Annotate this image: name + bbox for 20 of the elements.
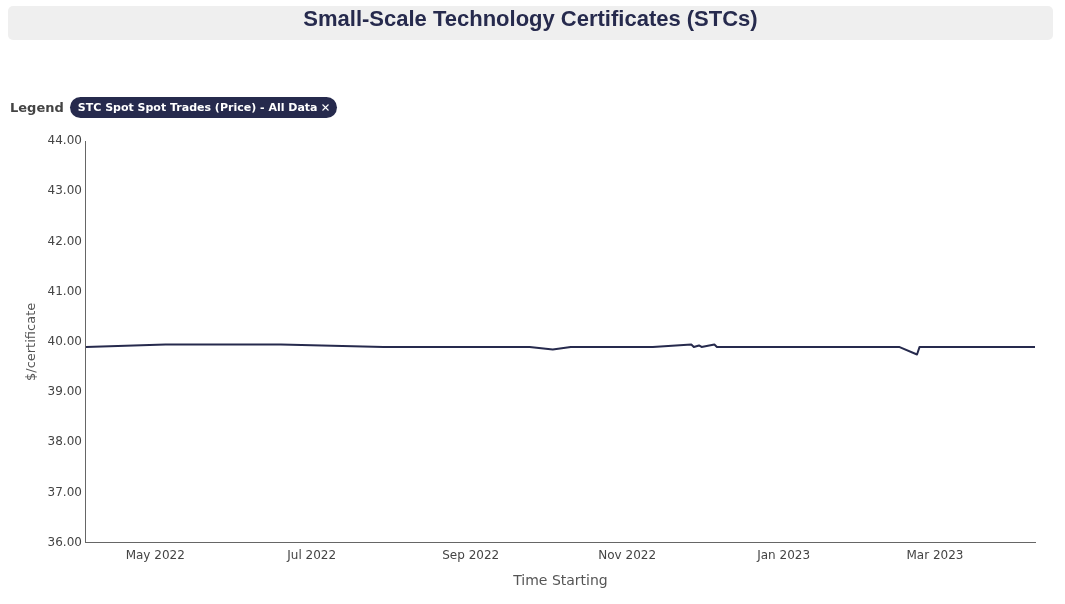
y-tick-label: 43.00 bbox=[47, 183, 82, 198]
y-axis-title: $/certificate bbox=[23, 302, 39, 382]
y-tick-label: 36.00 bbox=[47, 534, 82, 549]
x-tick-label: Jul 2022 bbox=[286, 548, 337, 563]
y-tick-label: 37.00 bbox=[47, 484, 82, 499]
y-tick-label: 40.00 bbox=[47, 334, 82, 349]
legend-title: Legend bbox=[10, 100, 64, 115]
chart-title: Small-Scale Technology Certificates (STCs) bbox=[8, 6, 1053, 40]
y-tick-label: 42.00 bbox=[47, 233, 82, 248]
y-tick-label: 39.00 bbox=[47, 384, 82, 399]
x-tick-label: Mar 2023 bbox=[906, 548, 964, 563]
y-tick-label: 38.00 bbox=[47, 434, 82, 449]
x-tick-label: Sep 2022 bbox=[442, 548, 500, 563]
x-tick-label: Nov 2022 bbox=[598, 548, 657, 563]
x-axis-title: Time Starting bbox=[512, 572, 608, 589]
x-tick-label: Jan 2023 bbox=[756, 548, 811, 563]
y-tick-label: 44.00 bbox=[47, 133, 82, 148]
x-tick-label: May 2022 bbox=[125, 548, 185, 563]
text: STC Spot Spot Trades (Price) - All Data bbox=[77, 101, 318, 114]
y-tick-label: 41.00 bbox=[47, 283, 82, 298]
